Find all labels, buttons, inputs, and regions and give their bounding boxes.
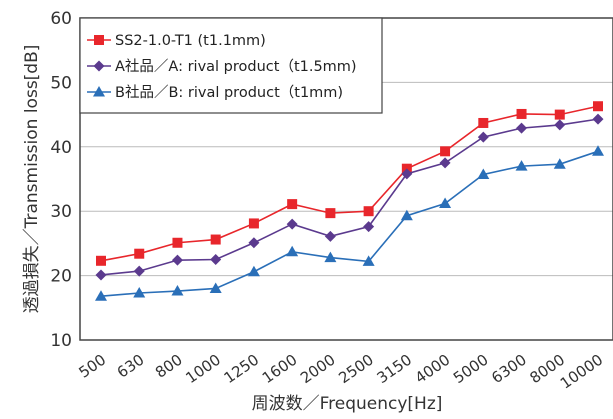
data-point-square [134, 248, 145, 259]
data-point-square [516, 108, 527, 119]
data-point-triangle [93, 86, 105, 97]
y-tick-label: 60 [50, 9, 72, 29]
data-point-square [593, 101, 603, 112]
data-point-square [363, 206, 374, 217]
data-point-square [440, 146, 451, 157]
y-tick-label: 40 [50, 138, 72, 158]
legend-label: A社品／A: rival product（t1.5mm) [115, 58, 357, 75]
legend-box [79, 17, 383, 114]
series-line [100, 150, 599, 298]
data-point-square [96, 255, 106, 266]
legend-label: B社品／B: rival product（t1mm) [115, 84, 343, 101]
legend: SS2-1.0-T1 (t1.1mm) A社品／A: rival product（… [79, 17, 383, 114]
data-point-triangle [286, 245, 299, 257]
data-point-square [478, 117, 489, 128]
data-point-diamond [171, 254, 183, 266]
data-point-diamond [401, 168, 413, 180]
data-point-diamond [363, 221, 375, 233]
data-point-triangle [515, 160, 528, 171]
x-axis-title: 周波数／Frequency[Hz] [252, 394, 443, 414]
data-point-square [287, 199, 298, 210]
data-point-triangle [324, 251, 337, 263]
data-point-square [554, 109, 565, 120]
data-point-square [325, 208, 336, 219]
data-point-triangle [362, 255, 375, 266]
data-point-diamond [516, 122, 528, 134]
series-line [100, 105, 599, 262]
y-tick-label: 20 [50, 267, 72, 287]
data-point-diamond [248, 237, 260, 249]
series-group [95, 101, 604, 301]
y-axis-title: 透過損失／Transmission loss[dB] [22, 45, 42, 314]
data-point-diamond [93, 60, 105, 72]
data-point-diamond [210, 254, 222, 265]
data-point-square [248, 218, 259, 229]
legend-label: SS2-1.0-T1 (t1.1mm) [115, 33, 266, 49]
y-axis-ticks: 10 20 30 40 50 60 [50, 9, 72, 351]
data-point-diamond [133, 265, 145, 277]
y-tick-label: 50 [50, 73, 72, 93]
data-point-triangle [171, 285, 184, 296]
data-point-diamond [324, 230, 336, 242]
data-point-diamond [95, 269, 107, 281]
data-point-triangle [400, 209, 413, 221]
data-point-triangle [553, 158, 566, 169]
data-point-triangle [439, 197, 452, 208]
data-point-diamond [439, 157, 451, 169]
data-point-diamond [554, 119, 566, 131]
data-point-square [172, 237, 183, 248]
data-point-triangle [592, 145, 604, 156]
data-point-diamond [286, 218, 298, 230]
data-point-diamond [477, 131, 489, 143]
data-point-square [210, 234, 221, 245]
data-point-triangle [95, 290, 107, 301]
data-point-square [94, 35, 104, 45]
data-point-triangle [477, 168, 490, 179]
series-line [100, 118, 599, 276]
data-point-diamond [592, 113, 604, 125]
data-point-triangle [247, 265, 260, 277]
series-diamond [95, 113, 604, 281]
y-tick-label: 10 [50, 331, 72, 351]
series-triangle [95, 145, 604, 301]
data-point-triangle [209, 282, 222, 293]
y-tick-label: 30 [50, 202, 72, 222]
data-point-triangle [133, 286, 146, 298]
